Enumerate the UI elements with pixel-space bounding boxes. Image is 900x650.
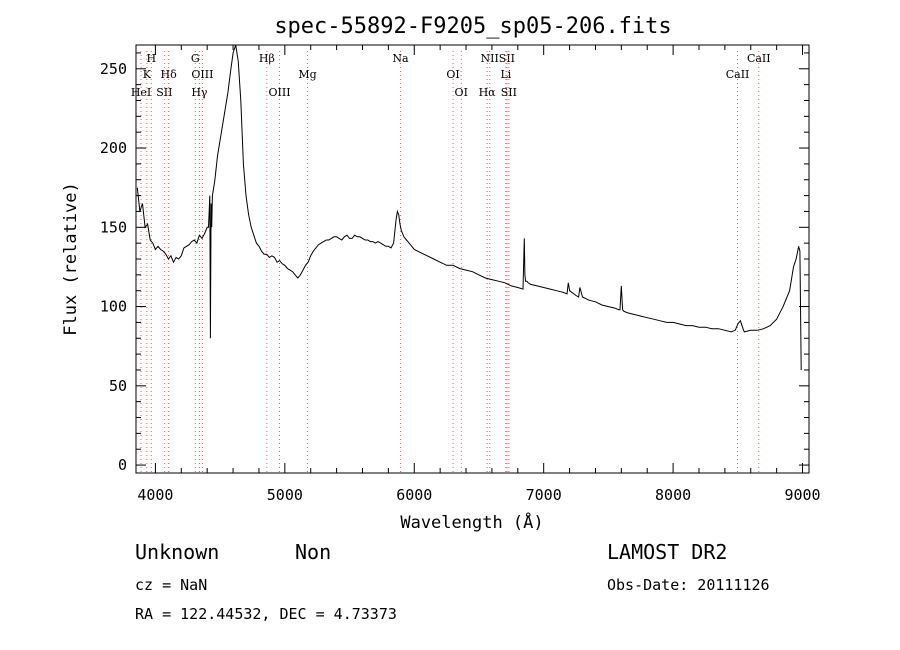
line-label-17: Li [500,68,511,81]
y-tick-label-4: 200 [100,139,127,157]
line-label-8: Hβ [259,52,275,65]
line-label-14: NII [481,52,499,65]
line-label-1: K [143,68,152,81]
y-tick-label-2: 100 [100,298,127,316]
x-tick-label-3: 7000 [526,486,562,504]
line-label-16: SII [499,52,515,65]
x-axis-ticks: 4000 5000 6000 7000 8000 9000 [137,45,821,504]
line-label-6: OIII [191,68,213,81]
emission-line-markers: HeI KH SII Hδ G OIII Hγ Hβ OIII Mg Na OI OI NII Hα SII L… [131,51,771,473]
spectrum-line [136,44,802,371]
x-axis-label: Wavelength (Å) [400,511,543,533]
survey-label: LAMOST DR2 [607,540,728,564]
y-tick-label-5: 250 [100,60,127,78]
y-axis-ticks: 0 50 100 150 200 250 [100,52,809,474]
x-tick-label-2: 6000 [396,486,432,504]
class-label: Unknown [135,540,220,564]
line-label-0: HeI [131,86,151,99]
line-label-12: OI [446,68,459,81]
x-tick-label-4: 8000 [655,486,691,504]
y-tick-label-1: 50 [109,377,127,395]
line-label-13: OI [455,86,468,99]
line-label-11: Na [392,52,409,65]
x-tick-label-5: 9000 [784,486,820,504]
obs-date: Obs-Date: 20111126 [607,576,770,594]
line-label-20: CaII [747,52,771,65]
line-label-3: SII [156,86,172,99]
line-label-15: Hα [479,86,497,99]
line-label-7: Hγ [191,86,208,99]
subclass-label: Non [295,540,332,564]
x-tick-label-1: 5000 [267,486,303,504]
line-label-2: H [146,52,156,65]
ra-dec: RA = 122.44532, DEC = 4.73373 [135,605,397,623]
line-label-5: G [191,52,200,65]
line-label-10: Mg [298,68,316,81]
line-label-9: OIII [268,86,290,99]
y-tick-label-0: 0 [118,456,127,474]
plot-frame [135,44,810,474]
line-label-18: SII [501,86,517,99]
x-tick-label-0: 4000 [137,486,173,504]
cz-value: cz = NaN [135,576,208,594]
y-tick-label-3: 150 [100,218,127,236]
y-axis-label: Flux (relative) [61,182,81,336]
line-label-4: Hδ [161,68,178,81]
line-label-19: CaII [726,68,750,81]
chart-title: spec-55892-F9205_sp05-206.fits [274,14,671,39]
